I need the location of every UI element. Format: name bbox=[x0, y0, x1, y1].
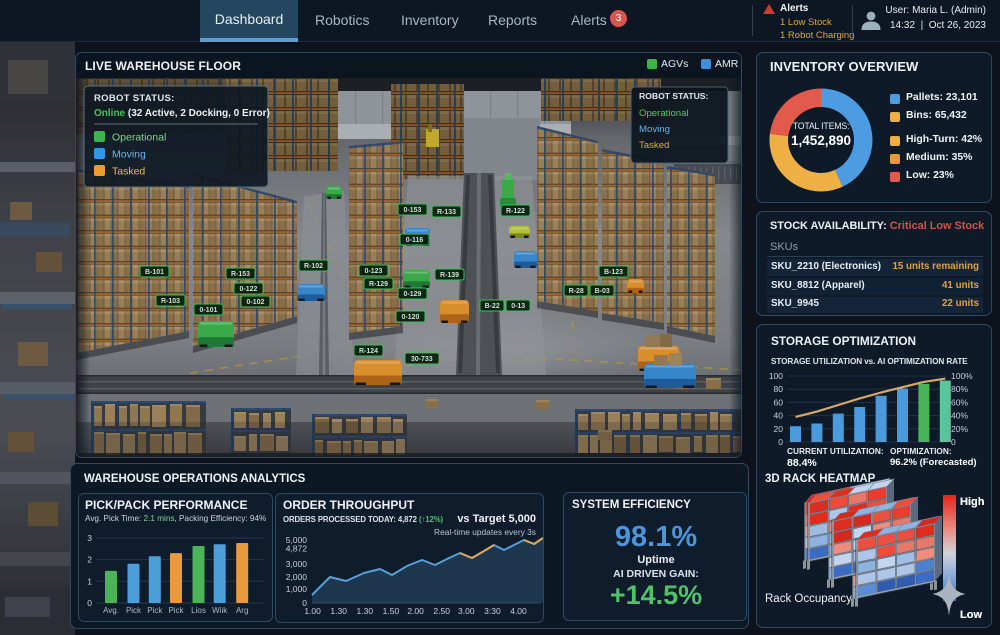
svg-text:0-116: 0-116 bbox=[406, 237, 424, 244]
svg-text:3:30: 3:30 bbox=[484, 606, 501, 616]
svg-text:R-139: R-139 bbox=[440, 272, 459, 279]
svg-text:Moving: Moving bbox=[112, 149, 146, 161]
svg-text:2.50: 2.50 bbox=[433, 606, 450, 616]
svg-text:100%: 100% bbox=[951, 371, 973, 381]
svg-text:4,872: 4,872 bbox=[286, 544, 308, 554]
svg-text:R-133: R-133 bbox=[437, 209, 456, 216]
svg-text:R-28: R-28 bbox=[569, 288, 584, 295]
svg-text:0-153: 0-153 bbox=[404, 207, 422, 214]
svg-text:R-122: R-122 bbox=[506, 208, 525, 215]
svg-text:Moving: Moving bbox=[639, 124, 670, 135]
svg-text:R-129: R-129 bbox=[369, 281, 388, 288]
svg-text:1,000: 1,000 bbox=[286, 584, 308, 594]
svg-text:2.00: 2.00 bbox=[407, 606, 424, 616]
svg-text:Operational: Operational bbox=[639, 108, 689, 119]
svg-text:1.30: 1.30 bbox=[357, 606, 374, 616]
svg-text:High: High bbox=[960, 496, 985, 508]
svg-text:0-13: 0-13 bbox=[511, 303, 525, 310]
svg-text:Low: Low bbox=[960, 609, 982, 621]
svg-text:2,000: 2,000 bbox=[286, 572, 308, 582]
svg-text:2: 2 bbox=[87, 555, 92, 565]
svg-text:0-101: 0-101 bbox=[200, 307, 218, 314]
svg-text:40%: 40% bbox=[951, 411, 968, 421]
svg-text:0-123: 0-123 bbox=[365, 268, 383, 275]
svg-text:ROBOT STATUS:: ROBOT STATUS: bbox=[639, 91, 709, 101]
svg-text:100: 100 bbox=[769, 371, 783, 381]
svg-text:80%: 80% bbox=[951, 384, 968, 394]
svg-text:4.00: 4.00 bbox=[510, 606, 527, 616]
svg-text:Avg.: Avg. bbox=[103, 606, 119, 615]
svg-text:20: 20 bbox=[774, 424, 784, 434]
svg-text:B-101: B-101 bbox=[145, 269, 164, 276]
svg-text:Wiik: Wiik bbox=[212, 606, 228, 615]
svg-text:Tasked: Tasked bbox=[112, 166, 145, 178]
svg-text:1.50: 1.50 bbox=[383, 606, 400, 616]
svg-text:0-129: 0-129 bbox=[404, 291, 422, 298]
svg-text:Lios: Lios bbox=[191, 606, 206, 615]
svg-text:5,000: 5,000 bbox=[286, 535, 308, 545]
svg-text:1: 1 bbox=[87, 576, 92, 586]
svg-text:3.00: 3.00 bbox=[458, 606, 475, 616]
svg-text:0-120: 0-120 bbox=[402, 314, 420, 321]
svg-text:0-102: 0-102 bbox=[247, 299, 265, 306]
svg-text:Low: Low bbox=[960, 609, 982, 621]
svg-text:60%: 60% bbox=[951, 397, 968, 407]
svg-text:0-122: 0-122 bbox=[240, 286, 258, 293]
svg-text:80: 80 bbox=[774, 384, 784, 394]
svg-text:Arg: Arg bbox=[236, 606, 248, 615]
svg-text:30-733: 30-733 bbox=[411, 356, 433, 363]
svg-text:Online (32 Active, 2 Docking,: Online (32 Active, 2 Docking, 0 Error) bbox=[94, 108, 270, 119]
svg-text:1.30: 1.30 bbox=[330, 606, 347, 616]
svg-text:40: 40 bbox=[774, 411, 784, 421]
svg-text:0: 0 bbox=[302, 598, 307, 608]
svg-text:B-22: B-22 bbox=[485, 303, 500, 310]
svg-text:Low: Low bbox=[960, 609, 982, 621]
svg-text:B-03: B-03 bbox=[595, 288, 610, 295]
svg-text:R-102: R-102 bbox=[304, 263, 323, 270]
svg-text:R-153: R-153 bbox=[231, 271, 250, 278]
svg-text:Operational: Operational bbox=[112, 132, 166, 144]
svg-text:Pick: Pick bbox=[147, 606, 163, 615]
svg-text:ROBOT STATUS:: ROBOT STATUS: bbox=[94, 93, 175, 104]
svg-text:R-103: R-103 bbox=[161, 298, 180, 305]
svg-text:High: High bbox=[960, 496, 985, 508]
svg-text:B-123: B-123 bbox=[604, 269, 623, 276]
svg-text:High: High bbox=[960, 496, 985, 508]
svg-text:1.00: 1.00 bbox=[304, 606, 321, 616]
svg-text:0: 0 bbox=[778, 437, 783, 447]
svg-text:60: 60 bbox=[774, 397, 784, 407]
svg-text:3,000: 3,000 bbox=[286, 559, 308, 569]
svg-text:3: 3 bbox=[87, 533, 92, 543]
svg-text:0: 0 bbox=[87, 598, 92, 608]
svg-text:0: 0 bbox=[951, 437, 956, 447]
svg-text:Pick: Pick bbox=[168, 606, 184, 615]
svg-text:R-124: R-124 bbox=[359, 348, 378, 355]
svg-text:20%: 20% bbox=[951, 424, 968, 434]
svg-text:Pick: Pick bbox=[126, 606, 142, 615]
svg-text:Tasked: Tasked bbox=[639, 140, 669, 151]
